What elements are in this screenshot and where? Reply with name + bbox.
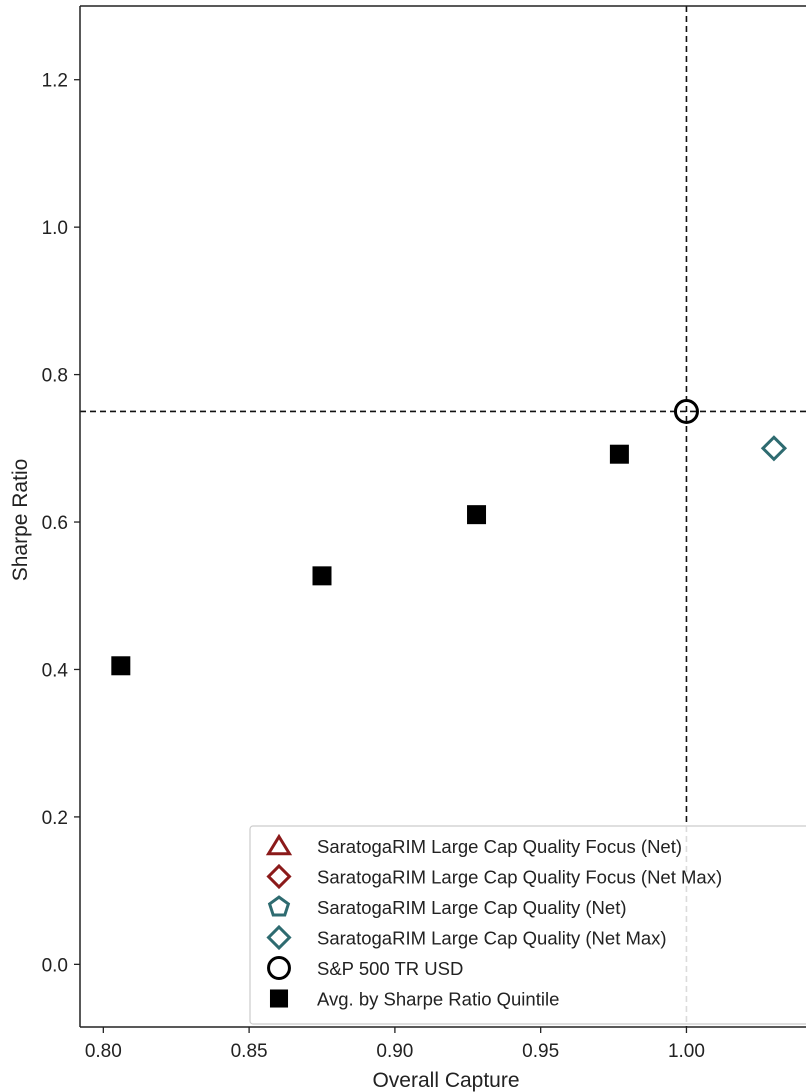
data-point-series-5-0 bbox=[111, 656, 131, 676]
legend-marker-1 bbox=[266, 863, 292, 890]
data-point-series-5-2 bbox=[467, 505, 487, 525]
axes: 0.800.850.900.951.001.050.00.20.40.60.81… bbox=[42, 5, 806, 1062]
legend-marker-2 bbox=[267, 895, 291, 917]
legend-label: SaratogaRIM Large Cap Quality Focus (Net… bbox=[317, 867, 722, 888]
y-tick-label: 1.0 bbox=[42, 218, 68, 239]
y-axis-label: Sharpe Ratio bbox=[9, 459, 32, 582]
data-point-series-5-1 bbox=[312, 566, 332, 586]
x-tick-label: 0.95 bbox=[522, 1041, 559, 1062]
legend-label: SaratogaRIM Large Cap Quality (Net) bbox=[317, 897, 627, 918]
legend-box bbox=[249, 825, 806, 1025]
legend-marker-5 bbox=[269, 989, 289, 1008]
legend-label: SaratogaRIM Large Cap Quality (Net Max) bbox=[317, 928, 667, 949]
y-tick-label: 0.8 bbox=[42, 366, 68, 387]
legend-marker-0 bbox=[265, 833, 293, 856]
y-tick-label: 0.4 bbox=[42, 660, 69, 681]
x-axis-label: Overall Capture bbox=[372, 1069, 519, 1092]
legend-label: SaratogaRIM Large Cap Quality Focus (Net… bbox=[317, 836, 682, 857]
data-point-series-4-0 bbox=[673, 398, 699, 424]
legend-marker-3 bbox=[266, 924, 292, 951]
x-tick-label: 1.00 bbox=[668, 1041, 705, 1062]
legend-marker-4 bbox=[267, 956, 291, 980]
x-tick-label: 0.85 bbox=[231, 1041, 268, 1062]
y-tick-label: 0.2 bbox=[42, 808, 68, 829]
x-tick-label: 0.80 bbox=[85, 1041, 122, 1062]
data-point-series-3-0 bbox=[760, 435, 788, 462]
legend-label: Avg. by Sharpe Ratio Quintile bbox=[317, 989, 559, 1010]
data-point-series-5-3 bbox=[609, 444, 629, 464]
y-tick-label: 1.2 bbox=[42, 71, 68, 92]
legend-label: S&P 500 TR USD bbox=[317, 958, 463, 979]
y-tick-label: 0.0 bbox=[42, 955, 68, 976]
legend: SaratogaRIM Large Cap Quality Focus (Net… bbox=[249, 825, 806, 1025]
y-tick-label: 0.6 bbox=[42, 513, 68, 534]
x-tick-label: 0.90 bbox=[376, 1041, 413, 1062]
